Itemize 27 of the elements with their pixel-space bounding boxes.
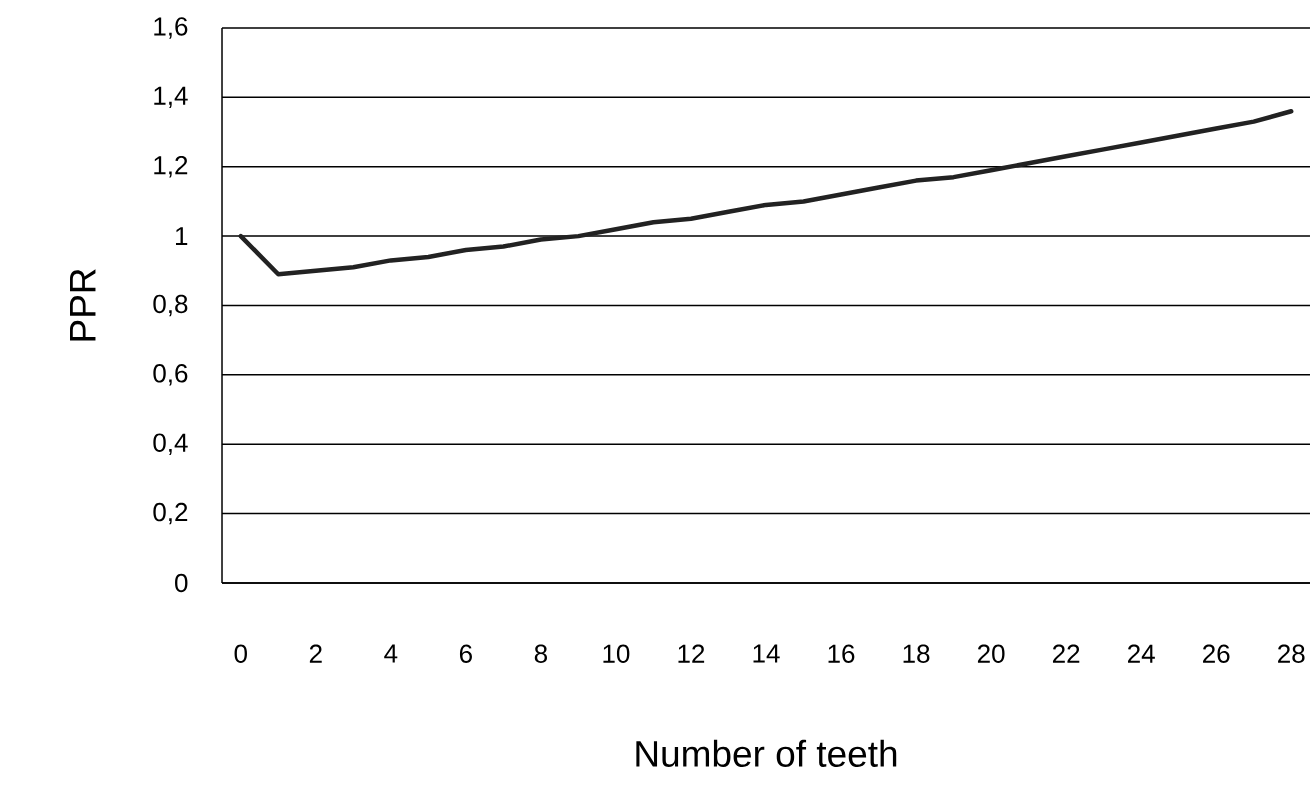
y-tick-label: 1,4: [154, 86, 188, 108]
y-tick-label: 1,2: [154, 155, 188, 178]
x-tick-label: 16: [828, 644, 855, 663]
x-tick-label: 4: [384, 644, 398, 663]
x-tick-label: 20: [977, 644, 1005, 663]
x-tick-label: 8: [534, 644, 547, 663]
y-tick-label: 0,6: [153, 364, 188, 386]
y-tick-label: 0,2: [153, 502, 188, 525]
x-tick-label: 22: [1052, 644, 1080, 663]
x-tick-label: 24: [1128, 644, 1155, 663]
x-tick-label: 28: [1278, 644, 1305, 663]
x-tick-label: 2: [309, 644, 322, 663]
y-tick-label: 0,8: [153, 294, 188, 317]
y-tick-label: 0: [175, 573, 188, 593]
x-tick-label: 12: [678, 644, 705, 663]
x-axis-title: Number of teeth: [636, 739, 897, 767]
line-series: [238, 108, 1294, 277]
y-tick-label: 1: [175, 227, 188, 246]
x-tick-label: 6: [459, 644, 472, 663]
x-tick-label: 18: [903, 644, 930, 663]
y-tick-label: 1,6: [154, 17, 188, 39]
x-tick-label: 10: [603, 644, 630, 663]
x-tick-label: 26: [1203, 644, 1230, 663]
y-axis-title: PPR: [70, 269, 96, 341]
x-tick-label: 0: [234, 644, 247, 663]
x-tick-label: 14: [753, 644, 780, 663]
y-tick-label: 0,4: [153, 433, 188, 455]
